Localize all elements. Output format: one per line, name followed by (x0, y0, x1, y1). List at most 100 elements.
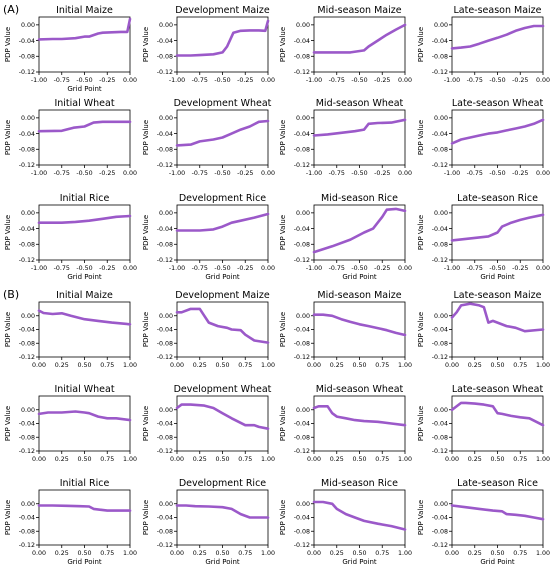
panel-b-mid-season-rice-ytick-label: -0.08 (294, 528, 310, 535)
panel-b-mid-season-maize-series-line (312, 313, 407, 337)
panel-b-initial-maize-xtick-label: 0.00 (32, 362, 46, 369)
panel-a-mid-season-wheat-ytick-label: -0.12 (294, 162, 310, 169)
panel-a-development-maize-ytick-label: 0.00 (159, 22, 173, 29)
panel-a-initial-maize-title: Initial Maize (56, 5, 113, 16)
panel-b-mid-season-rice-title: Mid-season Rice (321, 478, 398, 489)
panel-b-late-season-rice-ylabel: PDP Value (417, 500, 425, 535)
panel-b-development-wheat-ylabel: PDP Value (142, 406, 150, 441)
panel-b-initial-wheat-xtick-label: 0.75 (100, 456, 114, 463)
panel-b-mid-season-wheat-ytick-label: -0.12 (294, 448, 310, 455)
panel-b-initial-rice-ytick-label: -0.08 (19, 528, 35, 535)
panel-b-mid-season-wheat-xtick-label: 0.50 (352, 456, 366, 463)
panel-a-development-rice-xtick-label: -0.75 (192, 265, 208, 272)
panel-b-development-maize-xtick-label: 0.00 (170, 362, 184, 369)
panel-b-development-rice-xtick-label: 0.25 (193, 550, 207, 557)
panel-b-development-wheat-xtick-label: 1.00 (261, 456, 275, 463)
panel-b-development-rice-series-line (175, 504, 270, 519)
panel-a-initial-maize-frame (38, 16, 131, 73)
panel-a-mid-season-rice-ytick-label: -0.08 (294, 241, 310, 248)
panel-a-mid-season-rice-ytick-label: -0.12 (294, 257, 310, 264)
panel-b-initial-maize-ytick-label: -0.12 (19, 354, 35, 361)
panel-b-late-season-maize-xtick-label: 0.75 (513, 362, 527, 369)
panel-a-initial-wheat-ytick-label: -0.12 (19, 162, 35, 169)
panel-a-initial-rice-xtick-label: -0.75 (54, 265, 70, 272)
panel-b-initial-wheat-frame (38, 395, 131, 452)
panel-b-mid-season-wheat-series-line (312, 404, 407, 427)
panel-a-label: (A) (3, 3, 20, 16)
panel-a-mid-season-wheat-xtick-label: -0.25 (374, 170, 390, 177)
panel-a-development-rice-title: Development Rice (179, 193, 266, 204)
panel-a-mid-season-rice-xtick-label: -0.25 (374, 265, 390, 272)
panel-b-initial-maize-ytick-label: 0.00 (21, 313, 35, 320)
panel-a-development-rice-xtick-label: -1.00 (169, 265, 185, 272)
panel-a-mid-season-maize-xtick-label: -1.00 (306, 77, 322, 84)
panel-a-mid-season-maize-xtick-label: -0.25 (374, 77, 390, 84)
panel-b-initial-wheat-xtick-label: 0.50 (77, 456, 91, 463)
panel-a-development-maize-ytick-label: -0.04 (157, 38, 173, 45)
panel-b-development-wheat-ytick-label: 0.00 (159, 407, 173, 414)
panel-b-development-wheat-xtick-label: 0.50 (215, 456, 229, 463)
panel-a-mid-season-rice-xtick-label: -0.50 (351, 265, 367, 272)
panel-a-development-wheat-title: Development Wheat (174, 98, 272, 109)
panel-a-mid-season-wheat-xtick-label: -1.00 (306, 170, 322, 177)
panel-b-development-wheat-ytick-label: -0.08 (157, 434, 173, 441)
panel-b-development-rice-xtick-label: 0.00 (170, 550, 184, 557)
panel-a-mid-season-maize-ytick-label: 0.00 (296, 22, 310, 29)
panel-b-development-maize-xtick-label: 0.50 (215, 362, 229, 369)
panel-a-initial-maize-xtick-label: -0.25 (99, 77, 115, 84)
panel-b-initial-maize-xtick-label: 0.75 (100, 362, 114, 369)
panel-a-mid-season-wheat-xtick-label: 0.00 (398, 170, 412, 177)
panel-b-late-season-maize-series-line (450, 302, 545, 333)
panel-b-mid-season-rice-xtick-label: 0.75 (375, 550, 389, 557)
panel-b-development-wheat-series-line (175, 403, 270, 431)
panel-a-development-wheat-xtick-label: -0.50 (214, 170, 230, 177)
panel-a-mid-season-maize-ylabel: PDP Value (279, 27, 287, 62)
panel-a-initial-wheat-xtick-label: -1.00 (31, 170, 47, 177)
panel-b-initial-rice-frame (38, 489, 131, 546)
panel-a-late-season-rice-xtick-label: 0.00 (536, 265, 550, 272)
panel-a-mid-season-wheat-series-line (312, 118, 407, 137)
panel-a-development-maize-xtick-label: -0.75 (192, 77, 208, 84)
panel-a-initial-wheat-ylabel: PDP Value (4, 120, 12, 155)
panel-a-mid-season-maize-xtick-label: -0.50 (351, 77, 367, 84)
panel-a-development-wheat-ytick-label: -0.08 (157, 146, 173, 153)
panel-a-late-season-wheat-xtick-label: -1.00 (444, 170, 460, 177)
panel-b-late-season-rice-xtick-label: 0.00 (445, 550, 459, 557)
panel-b-late-season-maize-ylabel: PDP Value (417, 312, 425, 347)
panel-a-late-season-wheat-ytick-label: -0.08 (432, 146, 448, 153)
panel-b-late-season-rice-xtick-label: 0.50 (490, 550, 504, 557)
panel-a-mid-season-wheat-ytick-label: 0.00 (296, 115, 310, 122)
panel-b-development-wheat-xtick-label: 0.00 (170, 456, 184, 463)
panel-a-mid-season-maize-ytick-label: -0.04 (294, 38, 310, 45)
panel-a-initial-rice-title: Initial Rice (60, 193, 110, 204)
panel-a-late-season-wheat-xtick-label: -0.25 (512, 170, 528, 177)
panel-a-late-season-wheat-title: Late-season Wheat (452, 98, 544, 109)
panel-b-development-maize-xtick-label: 1.00 (261, 362, 275, 369)
panel-a-development-wheat-ytick-label: 0.00 (159, 115, 173, 122)
panel-a-mid-season-rice-xtick-label: 0.00 (398, 265, 412, 272)
panel-a-development-maize-title: Development Maize (175, 5, 270, 16)
panel-b-mid-season-maize-ytick-label: -0.08 (294, 340, 310, 347)
panel-b-development-maize-ytick-label: 0.00 (159, 313, 173, 320)
panel-a-initial-rice-xtick-label: -1.00 (31, 265, 47, 272)
panel-a-late-season-maize-title: Late-season Maize (453, 5, 541, 16)
panel-b-mid-season-maize-xtick-label: 0.50 (352, 362, 366, 369)
panel-b-initial-wheat-title: Initial Wheat (54, 384, 114, 395)
panel-b-late-season-rice-title: Late-season Rice (457, 478, 538, 489)
panel-a-development-wheat-xtick-label: -1.00 (169, 170, 185, 177)
panel-a-development-rice-ytick-label: -0.08 (157, 241, 173, 248)
panel-a-mid-season-maize-xtick-label: -0.75 (329, 77, 345, 84)
panel-b-initial-maize-xtick-label: 0.25 (55, 362, 69, 369)
panel-b-late-season-maize-title: Late-season Maize (453, 290, 541, 301)
panel-a-late-season-wheat-xtick-label: -0.75 (467, 170, 483, 177)
panel-a-late-season-rice-xtick-label: -0.75 (467, 265, 483, 272)
panel-a-late-season-rice-ytick-label: -0.12 (432, 257, 448, 264)
panel-b-mid-season-wheat-xtick-label: 1.00 (398, 456, 412, 463)
panel-a-mid-season-rice-frame (313, 204, 406, 261)
panel-b-development-rice-ytick-label: -0.08 (157, 528, 173, 535)
panel-a-late-season-rice-xtick-label: -0.50 (489, 265, 505, 272)
panel-b-late-season-maize-ytick-label: 0.00 (434, 313, 448, 320)
panel-a-initial-wheat-ytick-label: -0.08 (19, 146, 35, 153)
panel-b-late-season-wheat-xtick-label: 0.75 (513, 456, 527, 463)
panel-b-late-season-rice-ytick-label: -0.04 (432, 515, 448, 522)
